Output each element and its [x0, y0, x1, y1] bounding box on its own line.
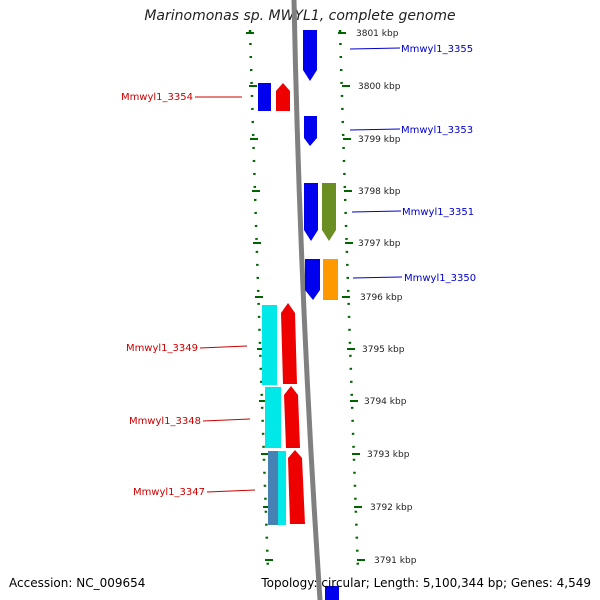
tick-label: 3799 kbp — [358, 135, 401, 145]
gene-orange — [323, 259, 338, 300]
gene-mmwyl1-3354 — [258, 83, 271, 111]
tick-label: 3796 kbp — [360, 293, 403, 303]
gene-label-3347: Mmwyl1_3347 — [133, 487, 205, 498]
gene-mmwyl1-3351 — [304, 183, 318, 241]
gene-label-3353: Mmwyl1_3353 — [401, 125, 473, 136]
tick-label: 3797 kbp — [358, 239, 401, 249]
tick-label: 3798 kbp — [358, 187, 401, 197]
gene-red-3354 — [276, 83, 290, 111]
gene-mmwyl1-3348-cyan — [265, 387, 281, 448]
gene-fragment-bottom — [325, 586, 339, 600]
gene-label-3354: Mmwyl1_3354 — [121, 92, 193, 103]
gene-mmwyl1-3353 — [304, 116, 317, 146]
gene-olive — [322, 183, 336, 241]
gene-mmwyl1-3349-cyan — [262, 305, 277, 385]
gene-mmwyl1-3347-red — [288, 450, 305, 524]
topology-text: Topology: circular; Length: 5,100,344 bp… — [261, 576, 591, 590]
gene-mmwyl1-3348-red — [284, 386, 300, 448]
tick-label: 3800 kbp — [358, 82, 401, 92]
gene-mmwyl1-3349-red — [281, 303, 297, 384]
tick-label: 3792 kbp — [370, 503, 413, 513]
tick-label: 3801 kbp — [356, 29, 399, 39]
gene-label-3350: Mmwyl1_3350 — [404, 273, 476, 284]
gene-label-3355: Mmwyl1_3355 — [401, 44, 473, 55]
gene-mmwyl1-3347-cyan — [278, 451, 286, 525]
genome-backbone — [291, 0, 323, 600]
gene-label-3348: Mmwyl1_3348 — [129, 416, 201, 427]
tick-label: 3791 kbp — [374, 556, 417, 566]
map-title: Marinomonas sp. MWYL1, complete genome — [144, 8, 456, 24]
gene-label-3349: Mmwyl1_3349 — [126, 343, 198, 354]
tick-label: 3793 kbp — [367, 450, 410, 460]
gene-mmwyl1-3347-steel — [268, 451, 278, 525]
gene-label-3351: Mmwyl1_3351 — [402, 207, 474, 218]
right-ruler — [338, 29, 360, 571]
tick-label: 3794 kbp — [364, 397, 407, 407]
major-ticks — [246, 32, 365, 561]
gene-mmwyl1-3350 — [305, 259, 320, 300]
gene-mmwyl1-3355 — [303, 30, 317, 81]
tick-label: 3795 kbp — [362, 345, 405, 355]
accession-text: Accession: NC_009654 — [9, 576, 146, 590]
